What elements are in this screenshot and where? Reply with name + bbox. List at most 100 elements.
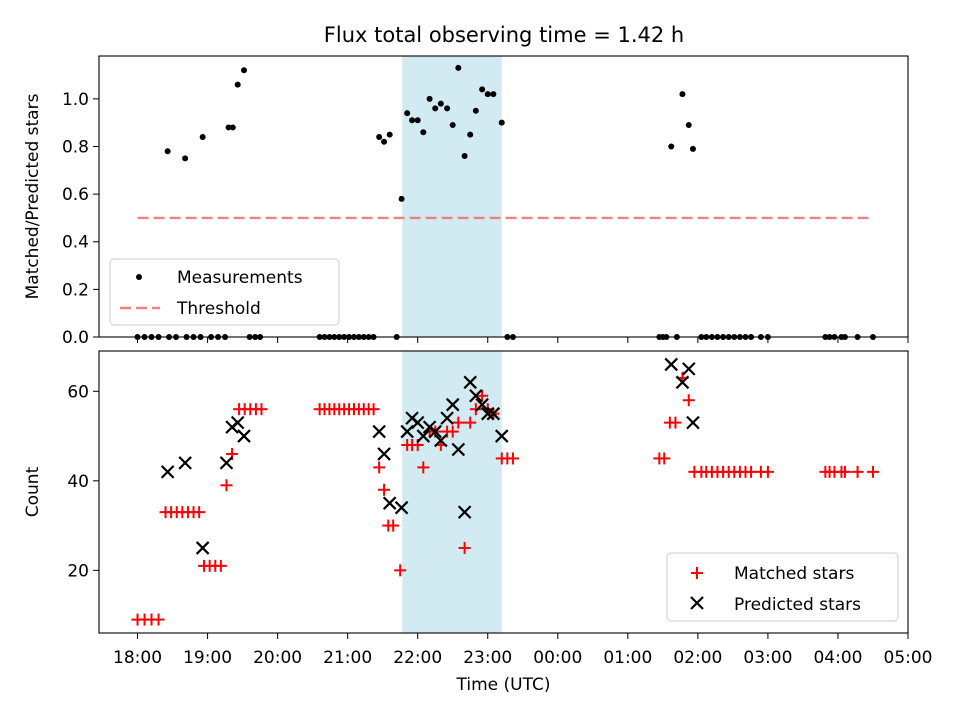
measurement-point — [449, 122, 456, 129]
x-tick-label: 22:00 — [393, 648, 442, 668]
measurement-point — [234, 81, 241, 88]
matched-star-point — [417, 461, 430, 474]
predicted-star-point — [178, 456, 192, 470]
matched-star-point — [851, 465, 864, 478]
measurement-point — [689, 145, 696, 152]
top-highlight-span — [402, 56, 502, 337]
x-tick-label: 18:00 — [113, 648, 162, 668]
bottom-legend: Matched stars Predicted stars — [666, 552, 899, 622]
matched-star-point — [373, 461, 386, 474]
predicted-star-point — [434, 433, 448, 448]
top-x-ticks — [137, 337, 909, 343]
bottom-x-ticks: 18:00 19:00 20:00 21:00 22:00 23:00 00:00 01:00… — [113, 633, 933, 668]
matched-star-point — [458, 541, 471, 554]
y-tick-label: 0.8 — [62, 137, 89, 157]
predicted-star-point — [416, 429, 431, 443]
predicted-star-point — [664, 357, 679, 372]
legend-label-measurements: Measurements — [177, 268, 303, 288]
top-plot-frame — [98, 55, 909, 338]
matched-star-point — [446, 425, 459, 438]
measurement-point — [461, 153, 468, 160]
predicted-star-point — [237, 429, 251, 443]
y-tick-label: 60 — [67, 382, 89, 402]
matched-star-point — [255, 403, 268, 416]
legend-box — [666, 552, 899, 622]
matched-star-point — [378, 483, 391, 496]
bottom-y-axis-label: Count — [23, 466, 43, 517]
top-y-axis-label: Matched/Predicted stars — [23, 93, 43, 299]
measurement-point — [240, 67, 247, 74]
bottom-highlight-span — [402, 351, 502, 633]
predicted-star-point — [372, 424, 386, 439]
matched-star-point — [761, 465, 774, 478]
legend-marker-measurements — [136, 274, 142, 280]
x-tick-label: 20:00 — [253, 648, 302, 668]
top-y-ticks: 0.0 0.2 0.4 0.6 0.8 1.0 — [62, 90, 99, 348]
predicted-star-point — [486, 406, 501, 421]
measurement-point — [467, 131, 474, 138]
x-tick-label: 02:00 — [673, 648, 722, 668]
legend-marker-predicted — [690, 596, 704, 610]
matched-star-point — [387, 519, 400, 532]
predicted-star-point — [382, 496, 397, 510]
measurement-point — [164, 148, 171, 155]
x-tick-label: 01:00 — [603, 648, 652, 668]
y-tick-label: 0.4 — [62, 233, 89, 253]
predicted-star-point — [480, 406, 495, 421]
predicted-star-point — [475, 397, 489, 412]
measurement-point — [229, 124, 236, 131]
measurement-point — [432, 105, 439, 112]
x-tick-label: 00:00 — [533, 648, 582, 668]
top-panel: 0.0 0.2 0.4 0.6 0.8 1.0 Matched/Predicted sta… — [23, 55, 909, 348]
x-tick-label: 03:00 — [743, 648, 792, 668]
matched-star-point — [367, 403, 380, 416]
matched-star-point — [214, 559, 227, 572]
measurement-point — [420, 129, 427, 136]
predicted-star-point — [457, 505, 472, 519]
predicted-star-point — [219, 456, 234, 470]
predicted-star-point — [463, 375, 478, 390]
matched-star-point — [682, 394, 695, 407]
matched-star-point — [658, 452, 671, 465]
measurement-point — [404, 110, 411, 117]
predicted-star-point — [160, 465, 175, 479]
y-tick-label: 1.0 — [62, 90, 89, 110]
measurement-point — [479, 86, 486, 93]
predicted-star-point — [410, 415, 425, 430]
bottom-plot-frame — [98, 350, 909, 634]
measurement-point — [668, 143, 675, 150]
chart-title: Flux total observing time = 1.42 h — [324, 23, 684, 47]
matched-star-point — [152, 613, 165, 626]
x-tick-label: 05:00 — [884, 648, 933, 668]
legend-marker-matched — [691, 567, 703, 579]
predicted-star-point — [230, 415, 245, 430]
matched-star-point — [452, 416, 465, 429]
measurement-point — [444, 105, 451, 112]
predicted-star-point — [394, 500, 409, 515]
matched-star-point — [838, 465, 851, 478]
predicted-star-point — [675, 375, 690, 390]
measurement-point — [182, 155, 189, 162]
measurement-point — [455, 64, 462, 71]
matched-star-point — [669, 416, 682, 429]
y-tick-label: 40 — [67, 472, 89, 492]
x-tick-label: 19:00 — [183, 648, 232, 668]
predicted-star-point — [681, 362, 696, 376]
measurement-point — [437, 100, 444, 107]
bottom-panel: 20 40 60 18:00 19:00 20:00 21:00 22:00 23:00 00:… — [23, 350, 933, 695]
measurement-point — [414, 117, 421, 124]
legend-label-predicted: Predicted stars — [734, 595, 861, 615]
matched-star-point — [193, 506, 206, 519]
y-tick-label: 0.0 — [62, 328, 89, 348]
legend-box — [109, 258, 340, 326]
measurement-point — [498, 119, 505, 126]
x-tick-label: 21:00 — [323, 648, 372, 668]
y-tick-label: 0.6 — [62, 185, 89, 205]
measurement-point — [381, 138, 388, 145]
matched-star-point — [394, 564, 407, 577]
measurement-point — [398, 195, 405, 202]
matched-star-point — [476, 389, 489, 402]
matched-star-point — [464, 416, 477, 429]
count-points — [131, 357, 879, 626]
